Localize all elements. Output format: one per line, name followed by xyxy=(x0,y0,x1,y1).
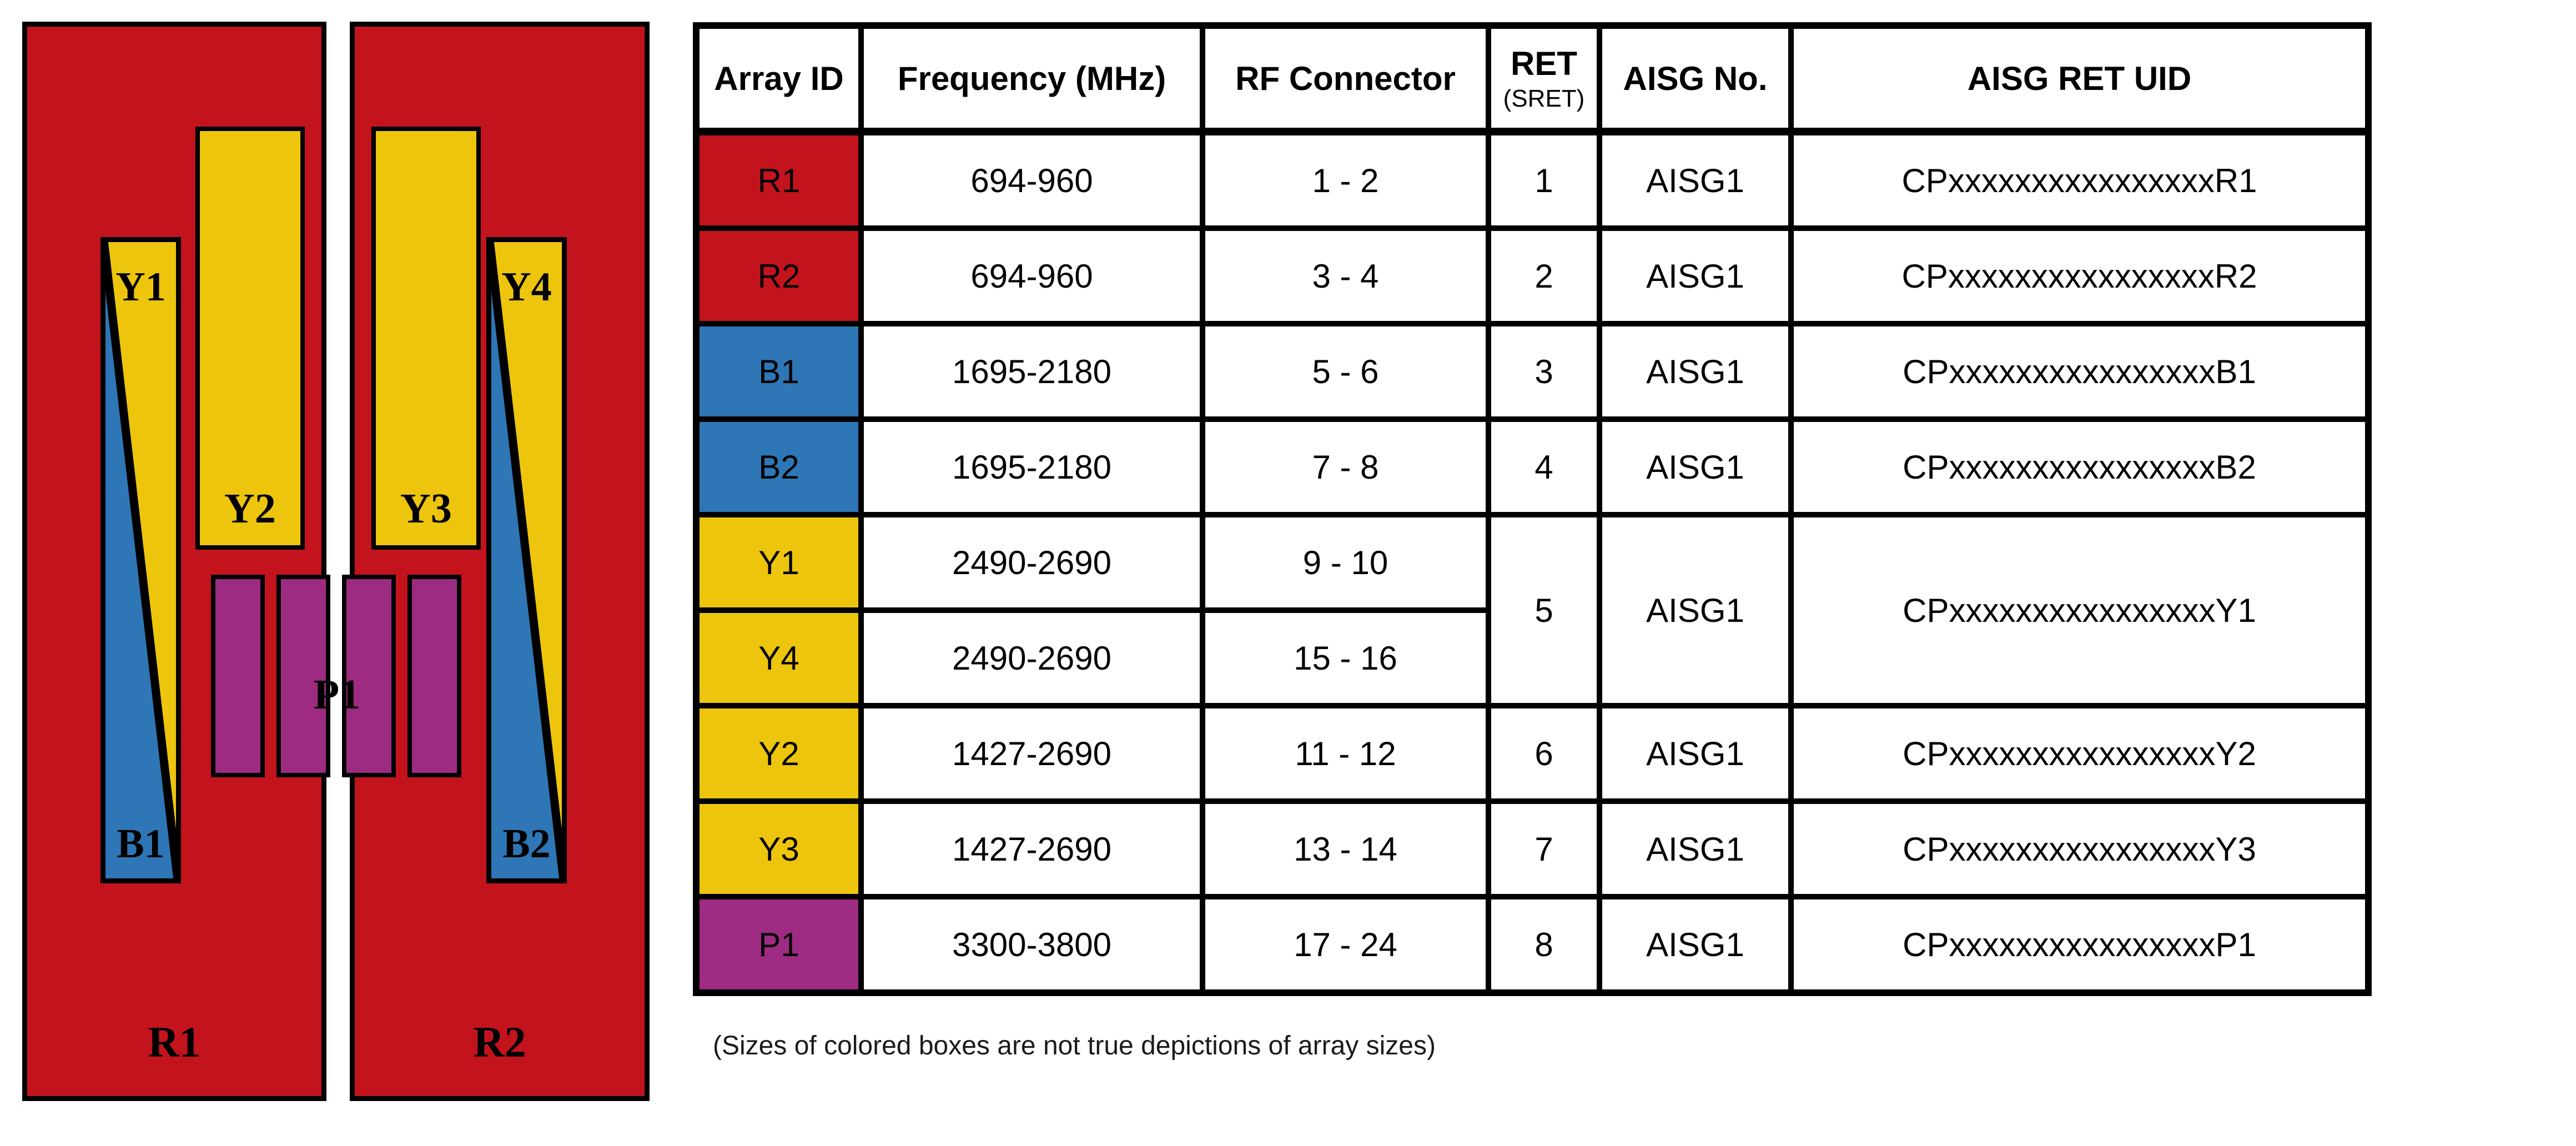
cell-id-b1: B1 xyxy=(693,321,864,422)
table-row-r1: R1 694-960 1 - 2 1 AISG1 CPxxxxxxxxxxxxx… xyxy=(693,129,2371,231)
wedge-y1-b1-outline xyxy=(100,237,181,883)
cell-aisg-no: AISG1 xyxy=(1597,703,1794,804)
cell-aisg-no: AISG1 xyxy=(1597,129,1794,231)
wedge-y1-b1-graphic xyxy=(100,237,181,883)
cell-frequency: 1695-2180 xyxy=(858,416,1205,517)
b2-y4-divider-line xyxy=(486,240,567,881)
header-row: Array ID Frequency (MHz) RF Connector RE… xyxy=(693,23,2371,135)
cell-id-y3: Y3 xyxy=(693,798,864,899)
cell-id-b2: B2 xyxy=(693,416,864,517)
cell-frequency: 2490-2690 xyxy=(858,512,1205,613)
p1-box-1 xyxy=(211,575,265,777)
cell-uid: CPxxxxxxxxxxxxxxxxR2 xyxy=(1788,225,2371,326)
table-row-y4: Y4 2490-2690 15 - 16 xyxy=(693,607,2368,708)
cell-id-p1: P1 xyxy=(693,894,864,996)
cell-frequency: 694-960 xyxy=(858,129,1205,231)
header-rf-connector: RF Connector xyxy=(1200,23,1491,135)
cell-ret: 6 xyxy=(1486,703,1602,804)
cell-ret: 4 xyxy=(1486,416,1602,517)
cell-ret: 7 xyxy=(1486,798,1602,899)
table-row-b1: B1 1695-2180 5 - 6 3 AISG1 CPxxxxxxxxxxx… xyxy=(693,321,2371,422)
header-aisg-no: AISG No. xyxy=(1597,23,1794,135)
cell-id-y2: Y2 xyxy=(693,703,864,804)
array-box-y3-label: Y3 xyxy=(400,485,452,532)
table-row-p1: P1 3300-3800 17 - 24 8 AISG1 CPxxxxxxxxx… xyxy=(693,894,2371,996)
cell-rf-connector: 1 - 2 xyxy=(1200,129,1491,231)
panel-r2-label: R2 xyxy=(473,1018,526,1066)
cell-uid: CPxxxxxxxxxxxxxxxxP1 xyxy=(1788,894,2371,996)
wedge-y4-b2-outline xyxy=(486,237,567,883)
array-b2-label: B2 xyxy=(502,821,551,867)
wedge-block-y4-b2: Y4 B2 xyxy=(486,237,567,883)
cell-frequency: 1427-2690 xyxy=(858,798,1205,899)
array-box-y2-label: Y2 xyxy=(224,485,276,532)
cell-aisg-no: AISG1 xyxy=(1597,416,1794,517)
cell-frequency: 1695-2180 xyxy=(858,321,1205,422)
header-aisg-ret-uid: AISG RET UID xyxy=(1788,23,2371,135)
header-ret-main: RET xyxy=(1511,44,1577,82)
cell-rf-connector: 3 - 4 xyxy=(1200,225,1491,326)
size-disclaimer-footnote: (Sizes of colored boxes are not true dep… xyxy=(713,1031,1436,1060)
cell-rf-connector: 13 - 14 xyxy=(1200,798,1491,899)
cell-aisg-no: AISG1 xyxy=(1597,321,1794,422)
p1-box-2 xyxy=(276,575,330,777)
wedge-y4-b2-graphic xyxy=(486,237,567,883)
cell-id-r2: R2 xyxy=(693,225,864,326)
header-frequency: Frequency (MHz) xyxy=(858,23,1205,135)
cell-uid: CPxxxxxxxxxxxxxxxxB2 xyxy=(1788,416,2371,517)
cell-rf-connector: 9 - 10 xyxy=(1200,512,1491,613)
table-row-y3: Y3 1427-2690 13 - 14 7 AISG1 CPxxxxxxxxx… xyxy=(693,798,2371,899)
cell-id-y4: Y4 xyxy=(693,607,864,708)
array-b1-label: B1 xyxy=(117,821,165,867)
table-row-y2: Y2 1427-2690 11 - 12 6 AISG1 CPxxxxxxxxx… xyxy=(693,703,2371,804)
wedge-block-y1-b1: Y1 B1 xyxy=(100,237,181,883)
table-body: R1 694-960 1 - 2 1 AISG1 CPxxxxxxxxxxxxx… xyxy=(693,129,2371,996)
array-y1-label: Y1 xyxy=(115,264,166,310)
table-row-y1: Y1 2490-2690 9 - 10 5 AISG1 CPxxxxxxxxxx… xyxy=(693,512,2371,708)
cell-frequency: 3300-3800 xyxy=(858,894,1205,996)
table-row-b2: B2 1695-2180 7 - 8 4 AISG1 CPxxxxxxxxxxx… xyxy=(693,416,2371,517)
array-box-y3: Y3 xyxy=(371,127,481,550)
cell-aisg-no: AISG1 xyxy=(1597,894,1794,996)
cell-ret: 1 xyxy=(1486,129,1602,231)
header-array-id: Array ID xyxy=(693,23,864,135)
header-ret: RET (SRET) xyxy=(1486,23,1602,135)
cell-ret: 3 xyxy=(1486,321,1602,422)
p1-box-3 xyxy=(342,575,396,777)
cell-frequency: 2490-2690 xyxy=(858,607,1205,708)
cell-uid: CPxxxxxxxxxxxxxxxxY2 xyxy=(1788,703,2371,804)
port-map-table: Array ID Frequency (MHz) RF Connector RE… xyxy=(693,22,2372,996)
cell-uid: CPxxxxxxxxxxxxxxxxB1 xyxy=(1788,321,2371,422)
panel-r1-label: R1 xyxy=(148,1018,201,1066)
cell-rf-connector: 5 - 6 xyxy=(1200,321,1491,422)
cell-aisg-no: AISG1 xyxy=(1597,798,1794,899)
cell-id-y1: Y1 xyxy=(693,512,864,613)
cell-uid: CPxxxxxxxxxxxxxxxxY3 xyxy=(1788,798,2371,899)
cell-rf-connector: 15 - 16 xyxy=(1200,607,1491,708)
cell-rf-connector: 7 - 8 xyxy=(1200,416,1491,517)
b1-y1-divider-line xyxy=(100,240,181,881)
header-ret-sub: (SRET) xyxy=(1503,84,1585,112)
cell-frequency: 1427-2690 xyxy=(858,703,1205,804)
array-p1-label: P1 xyxy=(313,671,361,718)
table-row-r2: R2 694-960 3 - 4 2 AISG1 CPxxxxxxxxxxxxx… xyxy=(693,225,2371,326)
array-y4-label: Y4 xyxy=(501,264,552,310)
p1-box-4 xyxy=(407,575,461,777)
cell-ret: 2 xyxy=(1486,225,1602,326)
cell-uid-merged-y1-y4: CPxxxxxxxxxxxxxxxxY1 xyxy=(1788,512,2371,708)
cell-ret: 8 xyxy=(1486,894,1602,996)
cell-id-r1: R1 xyxy=(693,129,864,231)
cell-aisg-no-merged-y1-y4: AISG1 xyxy=(1597,512,1794,708)
cell-rf-connector: 17 - 24 xyxy=(1200,894,1491,996)
table-header: Array ID Frequency (MHz) RF Connector RE… xyxy=(693,23,2371,135)
cell-rf-connector: 11 - 12 xyxy=(1200,703,1491,804)
array-box-y2: Y2 xyxy=(195,127,305,550)
cell-uid: CPxxxxxxxxxxxxxxxxR1 xyxy=(1788,129,2371,231)
cell-frequency: 694-960 xyxy=(858,225,1205,326)
cell-aisg-no: AISG1 xyxy=(1597,225,1794,326)
cell-ret-merged-y1-y4: 5 xyxy=(1486,512,1602,708)
